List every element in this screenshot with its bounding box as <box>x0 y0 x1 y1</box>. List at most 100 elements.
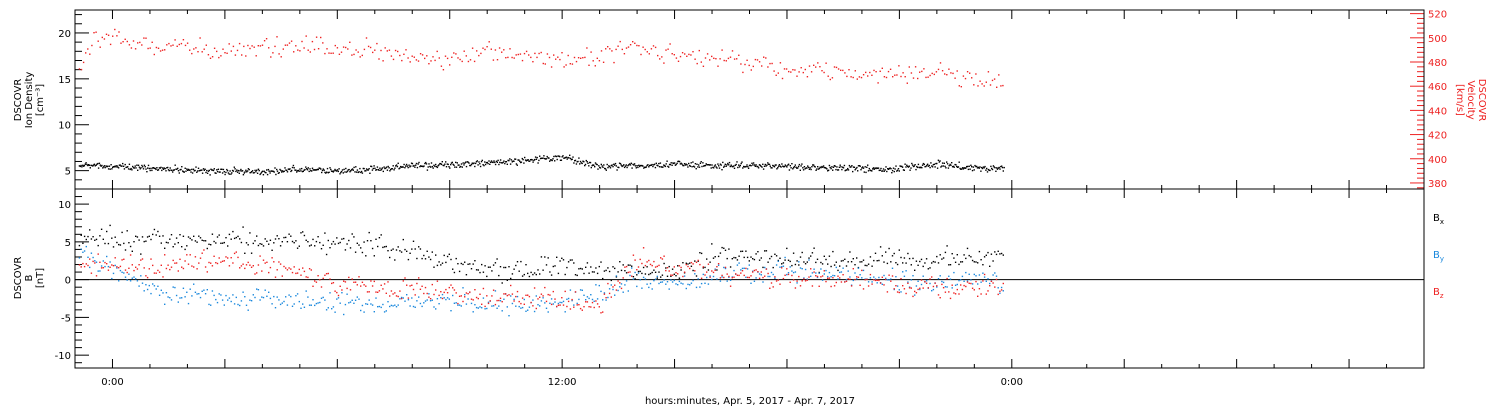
data-point <box>344 303 347 306</box>
data-point <box>743 166 746 168</box>
data-point <box>995 253 998 256</box>
data-point <box>866 264 868 267</box>
data-point <box>160 264 162 266</box>
data-point <box>259 173 261 176</box>
data-point <box>898 249 900 251</box>
data-point <box>165 170 167 172</box>
data-point <box>861 277 863 279</box>
data-point <box>252 242 254 245</box>
data-point <box>351 54 353 56</box>
data-point <box>244 267 246 270</box>
data-point <box>521 59 524 62</box>
data-point <box>700 61 702 63</box>
data-point <box>438 57 440 59</box>
data-point <box>441 293 444 296</box>
data-point <box>559 260 561 262</box>
data-point <box>916 165 918 168</box>
data-point <box>203 169 205 171</box>
data-point <box>973 289 975 291</box>
data-point <box>504 293 507 295</box>
data-point <box>516 295 519 298</box>
data-point <box>101 36 103 39</box>
data-point <box>689 165 692 167</box>
data-point <box>912 165 915 168</box>
data-point <box>860 169 862 171</box>
data-point <box>80 266 82 268</box>
data-point <box>94 262 96 264</box>
data-point <box>806 261 808 263</box>
data-point <box>360 171 362 174</box>
data-point <box>760 257 762 259</box>
data-point <box>726 280 728 282</box>
data-point <box>707 283 710 285</box>
data-point <box>470 298 473 300</box>
data-point <box>175 294 178 297</box>
data-point <box>702 162 704 164</box>
data-point <box>99 235 101 237</box>
data-point <box>794 69 796 71</box>
data-point <box>95 238 98 241</box>
data-point <box>655 162 657 164</box>
data-point <box>398 168 400 170</box>
data-point <box>215 262 217 264</box>
data-point <box>695 261 698 263</box>
data-point <box>977 166 980 169</box>
data-point <box>498 163 500 166</box>
data-point <box>455 166 458 168</box>
data-point <box>878 259 880 262</box>
data-point <box>141 258 144 260</box>
data-point <box>107 269 110 271</box>
data-point <box>228 297 231 299</box>
data-point <box>921 70 923 73</box>
data-point <box>961 167 964 169</box>
data-point <box>624 266 626 268</box>
data-point <box>149 169 151 172</box>
data-point <box>507 56 509 59</box>
data-point <box>228 265 231 267</box>
data-point <box>440 264 442 266</box>
data-point <box>256 172 259 174</box>
data-point <box>633 164 635 166</box>
data-point <box>394 259 396 261</box>
data-point <box>271 170 273 172</box>
data-point <box>288 42 291 44</box>
data-point <box>264 238 266 240</box>
data-point <box>327 272 329 275</box>
data-point <box>567 261 570 263</box>
data-point <box>930 162 932 164</box>
data-point <box>644 278 647 280</box>
data-point <box>989 282 991 285</box>
data-point <box>257 45 259 47</box>
data-point <box>586 47 588 49</box>
data-point <box>388 167 390 169</box>
data-point <box>961 288 964 291</box>
data-point <box>232 45 235 48</box>
data-point <box>116 241 118 244</box>
data-point <box>589 161 592 164</box>
data-point <box>91 44 93 47</box>
data-point <box>367 45 370 48</box>
data-point <box>987 278 989 280</box>
data-point <box>906 165 909 168</box>
data-point <box>636 44 638 47</box>
data-point <box>613 61 615 64</box>
data-point <box>255 55 257 57</box>
data-point <box>614 284 616 286</box>
data-point <box>973 169 975 171</box>
data-point <box>146 288 149 291</box>
data-point <box>722 161 724 164</box>
data-point <box>325 309 328 311</box>
data-point <box>767 66 769 68</box>
data-point <box>971 77 973 79</box>
data-point <box>816 258 819 260</box>
data-point <box>986 171 989 173</box>
data-point <box>521 297 524 299</box>
data-point <box>235 236 237 239</box>
data-point <box>276 296 278 298</box>
data-point <box>112 272 115 275</box>
data-point <box>441 161 443 163</box>
data-point <box>598 306 600 308</box>
data-point <box>666 267 669 269</box>
data-point <box>715 166 717 168</box>
data-point <box>252 265 254 267</box>
